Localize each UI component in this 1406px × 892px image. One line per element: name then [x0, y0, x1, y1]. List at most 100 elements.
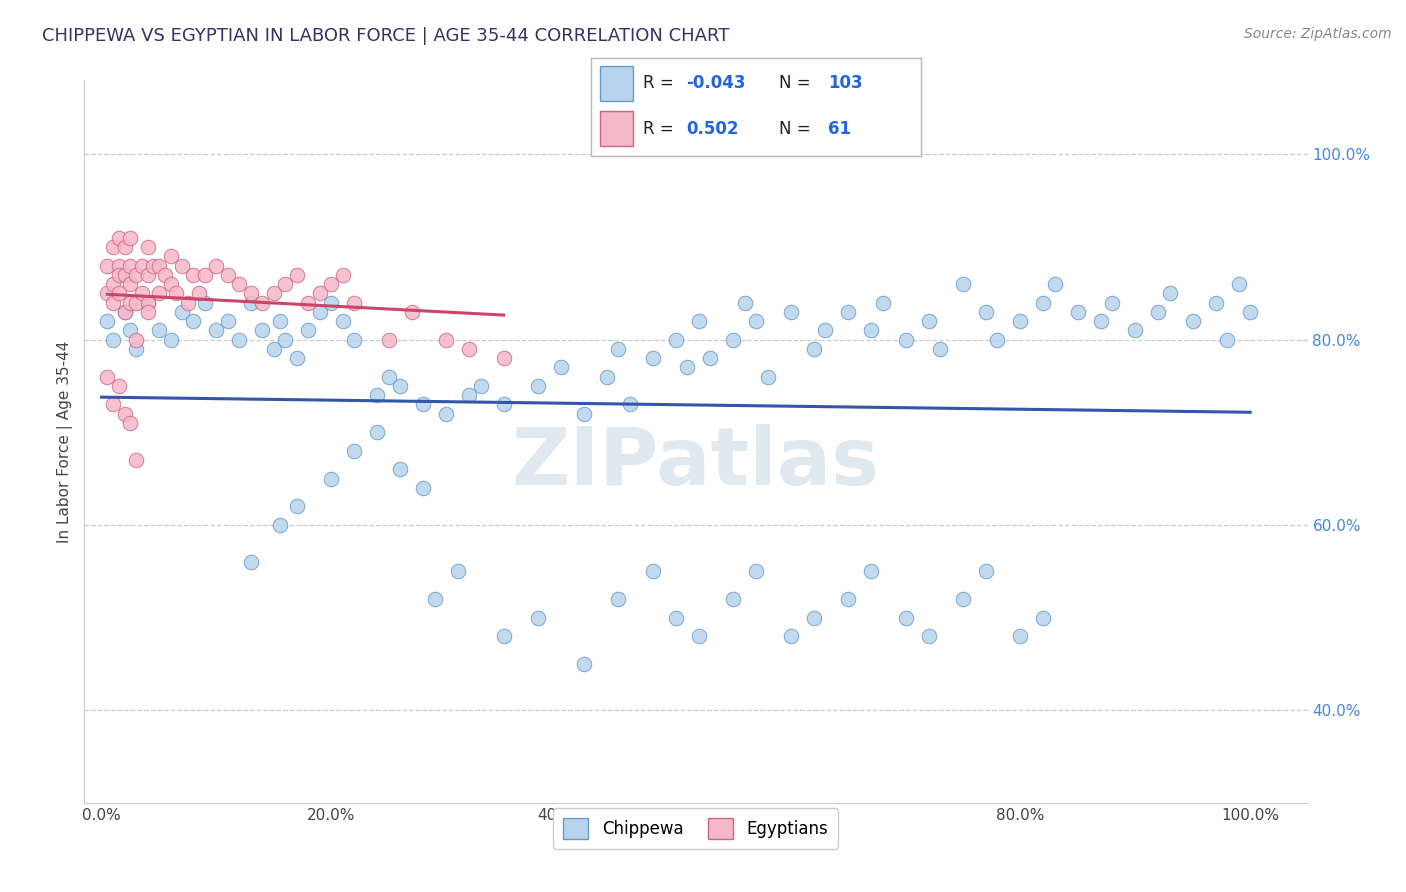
- Point: [894, 333, 917, 347]
- Point: [401, 305, 423, 319]
- Point: [321, 277, 343, 291]
- Point: [1239, 305, 1261, 319]
- Text: CHIPPEWA VS EGYPTIAN IN LABOR FORCE | AGE 35-44 CORRELATION CHART: CHIPPEWA VS EGYPTIAN IN LABOR FORCE | AG…: [42, 27, 730, 45]
- Point: [120, 277, 142, 291]
- Point: [228, 277, 250, 291]
- Point: [120, 259, 142, 273]
- Point: [377, 369, 399, 384]
- Point: [492, 351, 515, 366]
- Point: [96, 286, 118, 301]
- Point: [458, 388, 481, 402]
- Point: [676, 360, 699, 375]
- Point: [125, 333, 148, 347]
- Point: [114, 305, 136, 319]
- Point: [1067, 305, 1090, 319]
- Point: [917, 629, 939, 643]
- Point: [136, 240, 159, 254]
- Point: [446, 564, 468, 578]
- Point: [239, 286, 262, 301]
- Point: [297, 295, 319, 310]
- Point: [665, 610, 688, 624]
- Legend: Chippewa, Egyptians: Chippewa, Egyptians: [554, 808, 838, 848]
- Point: [136, 268, 159, 282]
- Point: [142, 259, 165, 273]
- Point: [170, 259, 193, 273]
- Point: [269, 517, 291, 532]
- Point: [389, 462, 412, 476]
- Point: [217, 268, 239, 282]
- Point: [458, 342, 481, 356]
- Point: [527, 610, 550, 624]
- Point: [125, 342, 148, 356]
- Bar: [600, 111, 634, 146]
- Point: [952, 277, 974, 291]
- Point: [101, 240, 124, 254]
- Point: [252, 295, 274, 310]
- Point: [125, 453, 148, 467]
- Point: [779, 305, 801, 319]
- Point: [125, 295, 148, 310]
- Text: -0.043: -0.043: [686, 75, 745, 93]
- Point: [434, 407, 457, 421]
- Point: [492, 397, 515, 411]
- Point: [188, 286, 211, 301]
- Point: [332, 268, 354, 282]
- Point: [423, 592, 446, 607]
- Point: [894, 610, 917, 624]
- Point: [136, 295, 159, 310]
- Point: [321, 295, 343, 310]
- Point: [125, 268, 148, 282]
- Point: [101, 295, 124, 310]
- Point: [165, 286, 187, 301]
- Point: [101, 333, 124, 347]
- Point: [343, 333, 366, 347]
- Point: [101, 397, 124, 411]
- Point: [699, 351, 721, 366]
- Point: [607, 592, 630, 607]
- Point: [96, 314, 118, 328]
- Point: [665, 333, 688, 347]
- Text: N =: N =: [779, 120, 821, 137]
- Point: [321, 472, 343, 486]
- Point: [120, 231, 142, 245]
- Point: [120, 416, 142, 430]
- Text: Source: ZipAtlas.com: Source: ZipAtlas.com: [1244, 27, 1392, 41]
- Point: [412, 397, 434, 411]
- Point: [745, 564, 768, 578]
- Point: [1101, 295, 1123, 310]
- Point: [343, 443, 366, 458]
- Point: [607, 342, 630, 356]
- Point: [837, 592, 859, 607]
- Point: [1043, 277, 1066, 291]
- Point: [343, 295, 366, 310]
- Point: [974, 564, 997, 578]
- Point: [148, 259, 170, 273]
- Point: [366, 425, 388, 440]
- Bar: [600, 66, 634, 101]
- Point: [170, 305, 193, 319]
- Point: [860, 564, 883, 578]
- Point: [148, 323, 170, 337]
- Point: [1216, 333, 1239, 347]
- Point: [96, 259, 118, 273]
- Point: [734, 295, 756, 310]
- Point: [108, 286, 131, 301]
- Point: [860, 323, 883, 337]
- Text: R =: R =: [644, 120, 685, 137]
- Point: [1090, 314, 1112, 328]
- Point: [285, 351, 308, 366]
- Point: [779, 629, 801, 643]
- Point: [550, 360, 572, 375]
- Point: [136, 295, 159, 310]
- Point: [269, 314, 291, 328]
- Point: [527, 379, 550, 393]
- Point: [1032, 295, 1054, 310]
- Point: [120, 295, 142, 310]
- Point: [177, 295, 200, 310]
- Point: [572, 657, 595, 671]
- Point: [101, 277, 124, 291]
- Point: [572, 407, 595, 421]
- Point: [723, 592, 745, 607]
- Point: [194, 295, 217, 310]
- Point: [1032, 610, 1054, 624]
